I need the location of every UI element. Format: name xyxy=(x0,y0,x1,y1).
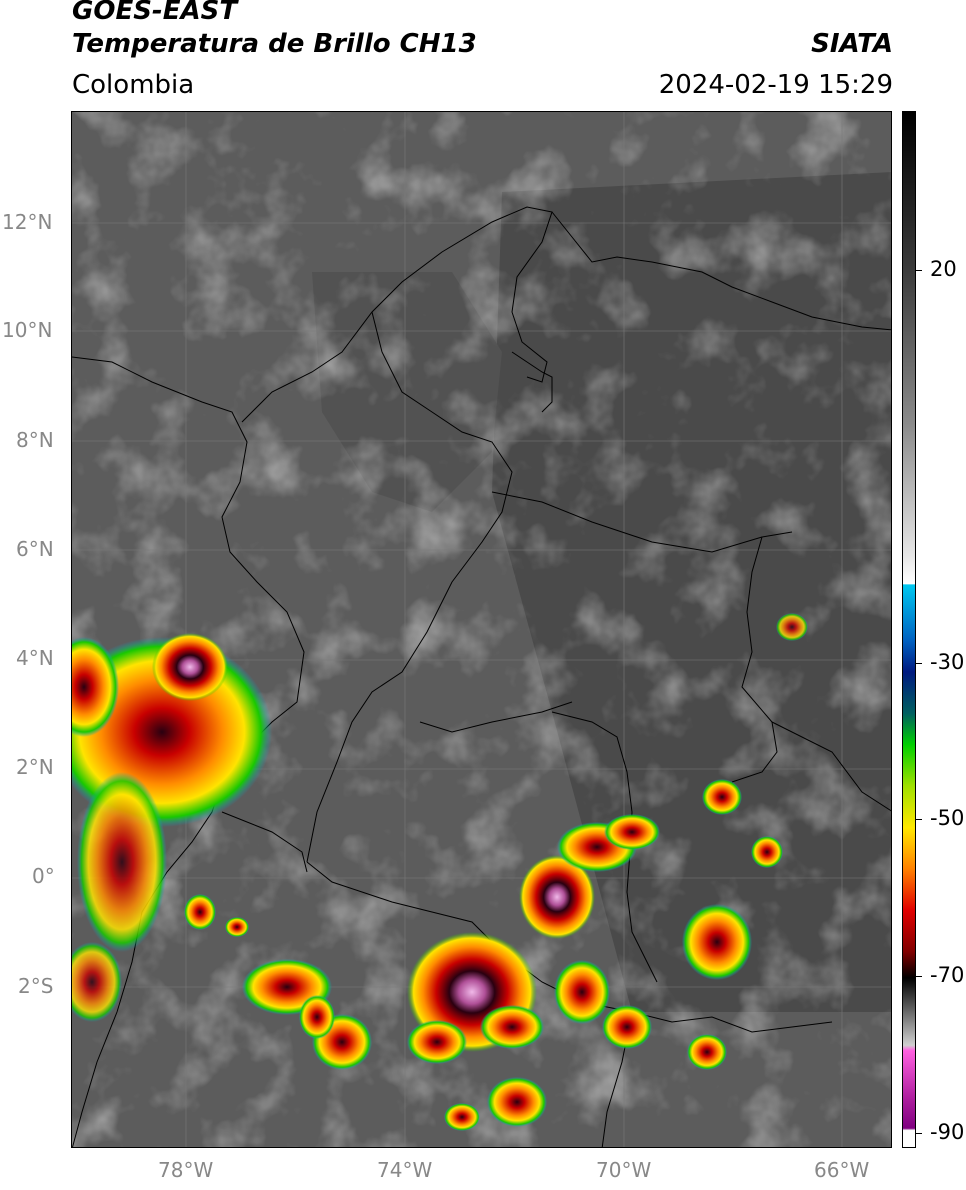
lat-tick: 2°S xyxy=(18,974,54,998)
lat-tick: 6°N xyxy=(16,537,54,561)
colorbar-tick: 20 xyxy=(930,257,957,281)
map-image xyxy=(72,112,891,1147)
datetime-label: 2024-02-19 15:29 xyxy=(658,70,893,100)
colorbar xyxy=(902,111,916,1148)
lat-tick: 4°N xyxy=(16,646,54,670)
region-label: Colombia xyxy=(72,70,195,100)
colorbar-tick: -70 xyxy=(930,963,965,987)
product-title: Temperatura de Brillo CH13 xyxy=(72,29,477,59)
lat-tick: 10°N xyxy=(2,318,53,342)
satellite-map[interactable] xyxy=(71,111,892,1148)
lon-tick: 66°W xyxy=(814,1158,870,1182)
lat-tick: 12°N xyxy=(2,210,53,234)
colorbar-tick: -30 xyxy=(930,650,965,674)
lat-tick: 0° xyxy=(32,864,55,888)
lat-tick: 8°N xyxy=(16,428,54,452)
satellite-title: GOES-EAST xyxy=(72,0,238,26)
colorbar-tick: -90 xyxy=(930,1120,965,1144)
lon-tick: 74°W xyxy=(377,1158,433,1182)
lon-tick: 70°W xyxy=(596,1158,652,1182)
colorbar-tick: -50 xyxy=(930,806,965,830)
institution-label: SIATA xyxy=(811,29,893,59)
lon-tick: 78°W xyxy=(158,1158,214,1182)
lat-tick: 2°N xyxy=(16,755,54,779)
colorbar-gradient xyxy=(903,112,915,1147)
